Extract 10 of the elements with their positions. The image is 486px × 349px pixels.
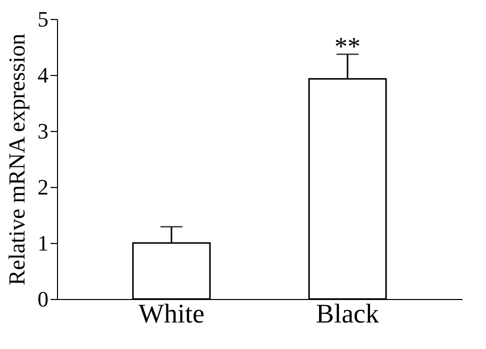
y-tick-label: 0 <box>38 286 48 312</box>
x-tick-label: Black <box>316 298 380 328</box>
y-tick-label: 4 <box>38 62 48 88</box>
y-tick-label: 5 <box>38 6 48 32</box>
y-tick-label: 2 <box>38 174 48 200</box>
x-tick-label: White <box>138 298 204 328</box>
y-axis-title: Relative mRNA expression <box>4 33 30 286</box>
y-tick-label: 1 <box>38 230 48 256</box>
y-tick-label: 3 <box>38 118 48 144</box>
annotation: ** <box>334 32 361 61</box>
